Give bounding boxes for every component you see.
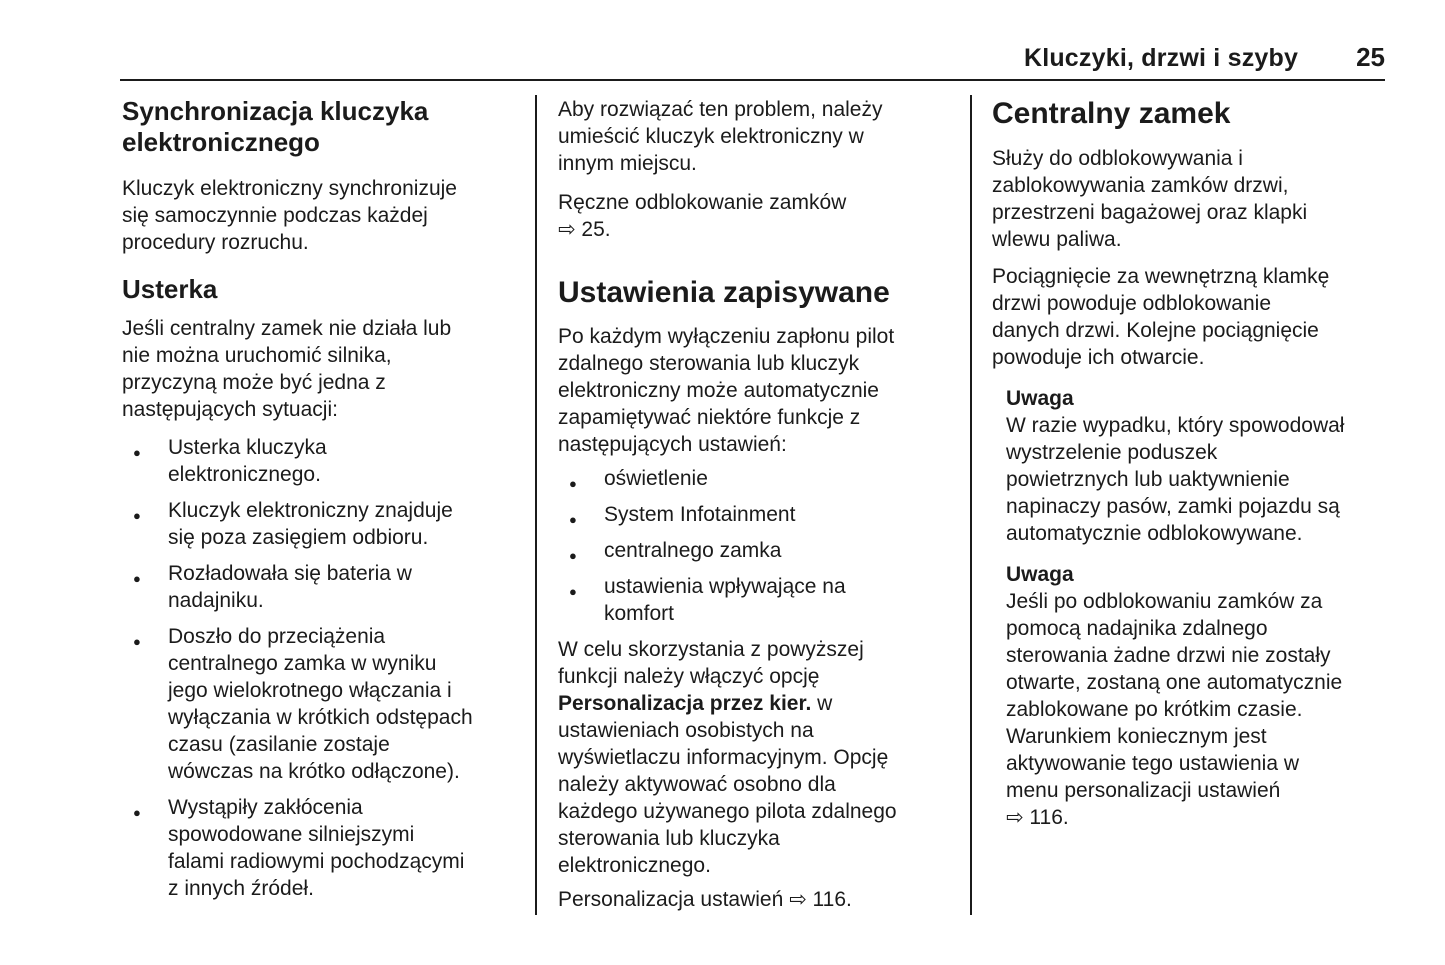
- paragraph: Aby rozwiązać ten problem, należy umieśc…: [558, 98, 883, 175]
- page-number: 25: [1356, 42, 1385, 72]
- note: Uwaga W razie wypadku, który spowodował …: [1006, 385, 1387, 547]
- list-item: ustawienia wpływające na komfort: [558, 573, 953, 627]
- heading-centralny-zamek: Centralny zamek: [992, 97, 1231, 130]
- column-2: Aby rozwiązać ten problem, należy umieśc…: [558, 96, 953, 913]
- list-item: Rozładowała się bateria w nadajniku.: [122, 560, 517, 614]
- bullet-list: oświetlenie System Infotainment centraln…: [558, 465, 953, 627]
- column-separator: [535, 95, 537, 915]
- paragraph: Służy do odblokowywania i zablokowywania…: [992, 147, 1308, 251]
- paragraph-text: w ustawieniach osobistych na wyświetlacz…: [558, 692, 897, 877]
- note-label: Uwaga: [1006, 387, 1074, 410]
- menu-option-name: Personalizacja przez kier.: [558, 692, 812, 715]
- page-header: Kluczyki, drzwi i szyby 25: [1024, 42, 1385, 73]
- list-item: Doszło do przeciążenia centralnego zamka…: [122, 623, 517, 785]
- paragraph-text: W celu skorzystania z powyższej funkcji …: [558, 638, 864, 688]
- list-item: centralnego zamka: [558, 537, 953, 569]
- column-3: Centralny zamek Służy do odblokowywania …: [992, 96, 1387, 831]
- list-item: Kluczyk elektroniczny znajduje się poza …: [122, 497, 517, 551]
- note-text: Jeśli po odblokowaniu zamków za pomocą n…: [1006, 590, 1343, 829]
- header-rule: [120, 79, 1385, 81]
- paragraph: W celu skorzystania z powyższej funkcji …: [558, 636, 953, 879]
- note-label: Uwaga: [1006, 563, 1074, 586]
- column-separator: [970, 95, 972, 915]
- column-1: Synchronizacja kluczyka elektronicznego …: [122, 96, 517, 911]
- note: Uwaga Jeśli po odblokowaniu zamków za po…: [1006, 561, 1387, 831]
- chapter-title: Kluczyki, drzwi i szyby: [1023, 44, 1299, 72]
- paragraph: Pociągnięcie za wewnętrzną klamkę drzwi …: [992, 265, 1330, 369]
- note-text: W razie wypadku, który spowodował wystrz…: [1006, 414, 1345, 545]
- heading-usterka: Usterka: [122, 274, 218, 304]
- paragraph: Kluczyk elektroniczny synchronizuje się …: [122, 177, 457, 254]
- cross-reference: Ręczne odblokowanie zamków ⇨ 25.: [558, 191, 847, 241]
- paragraph: Jeśli centralny zamek nie działa lub nie…: [122, 317, 452, 421]
- cross-reference: Personalizacja ustawień ⇨ 116.: [558, 888, 852, 911]
- heading-ustawienia-zapisywane: Ustawienia zapisywane: [558, 276, 890, 309]
- list-item: System Infotainment: [558, 501, 953, 533]
- bullet-list: Usterka kluczyka elektronicznego. Kluczy…: [122, 434, 517, 902]
- list-item: Wystąpiły zakłócenia spowodowane silniej…: [122, 794, 517, 902]
- paragraph: Po każdym wyłączeniu zapłonu pilot zdaln…: [558, 325, 895, 456]
- heading-synchronizacja-kluczyka: Synchronizacja kluczyka elektronicznego: [122, 96, 429, 157]
- list-item: oświetlenie: [558, 465, 953, 497]
- list-item: Usterka kluczyka elektronicznego.: [122, 434, 517, 488]
